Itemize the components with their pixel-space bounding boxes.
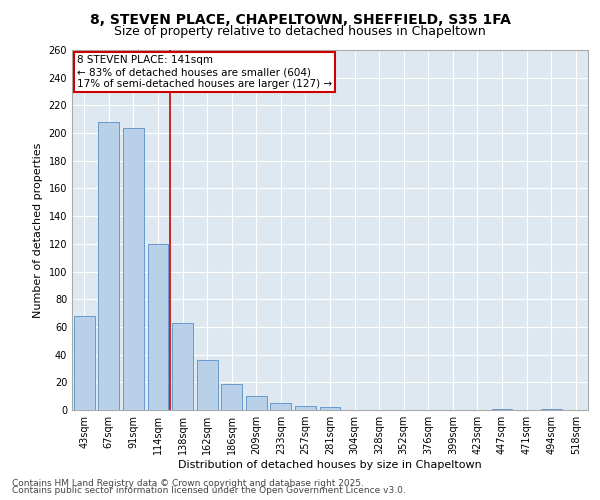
Text: 8 STEVEN PLACE: 141sqm
← 83% of detached houses are smaller (604)
17% of semi-de: 8 STEVEN PLACE: 141sqm ← 83% of detached… [77, 56, 332, 88]
Bar [74, 316, 95, 410]
Bar [148, 244, 169, 410]
Y-axis label: Number of detached properties: Number of detached properties [33, 142, 43, 318]
Bar [541, 408, 562, 410]
Bar [123, 128, 144, 410]
Bar [197, 360, 218, 410]
Text: Contains HM Land Registry data © Crown copyright and database right 2025.: Contains HM Land Registry data © Crown c… [12, 478, 364, 488]
Bar [246, 396, 267, 410]
Bar [320, 407, 340, 410]
Bar [98, 122, 119, 410]
Text: Contains public sector information licensed under the Open Government Licence v3: Contains public sector information licen… [12, 486, 406, 495]
X-axis label: Distribution of detached houses by size in Chapeltown: Distribution of detached houses by size … [178, 460, 482, 470]
Bar [271, 403, 292, 410]
Text: 8, STEVEN PLACE, CHAPELTOWN, SHEFFIELD, S35 1FA: 8, STEVEN PLACE, CHAPELTOWN, SHEFFIELD, … [89, 12, 511, 26]
Bar [221, 384, 242, 410]
Bar [172, 323, 193, 410]
Bar [491, 408, 512, 410]
Text: Size of property relative to detached houses in Chapeltown: Size of property relative to detached ho… [114, 25, 486, 38]
Bar [295, 406, 316, 410]
